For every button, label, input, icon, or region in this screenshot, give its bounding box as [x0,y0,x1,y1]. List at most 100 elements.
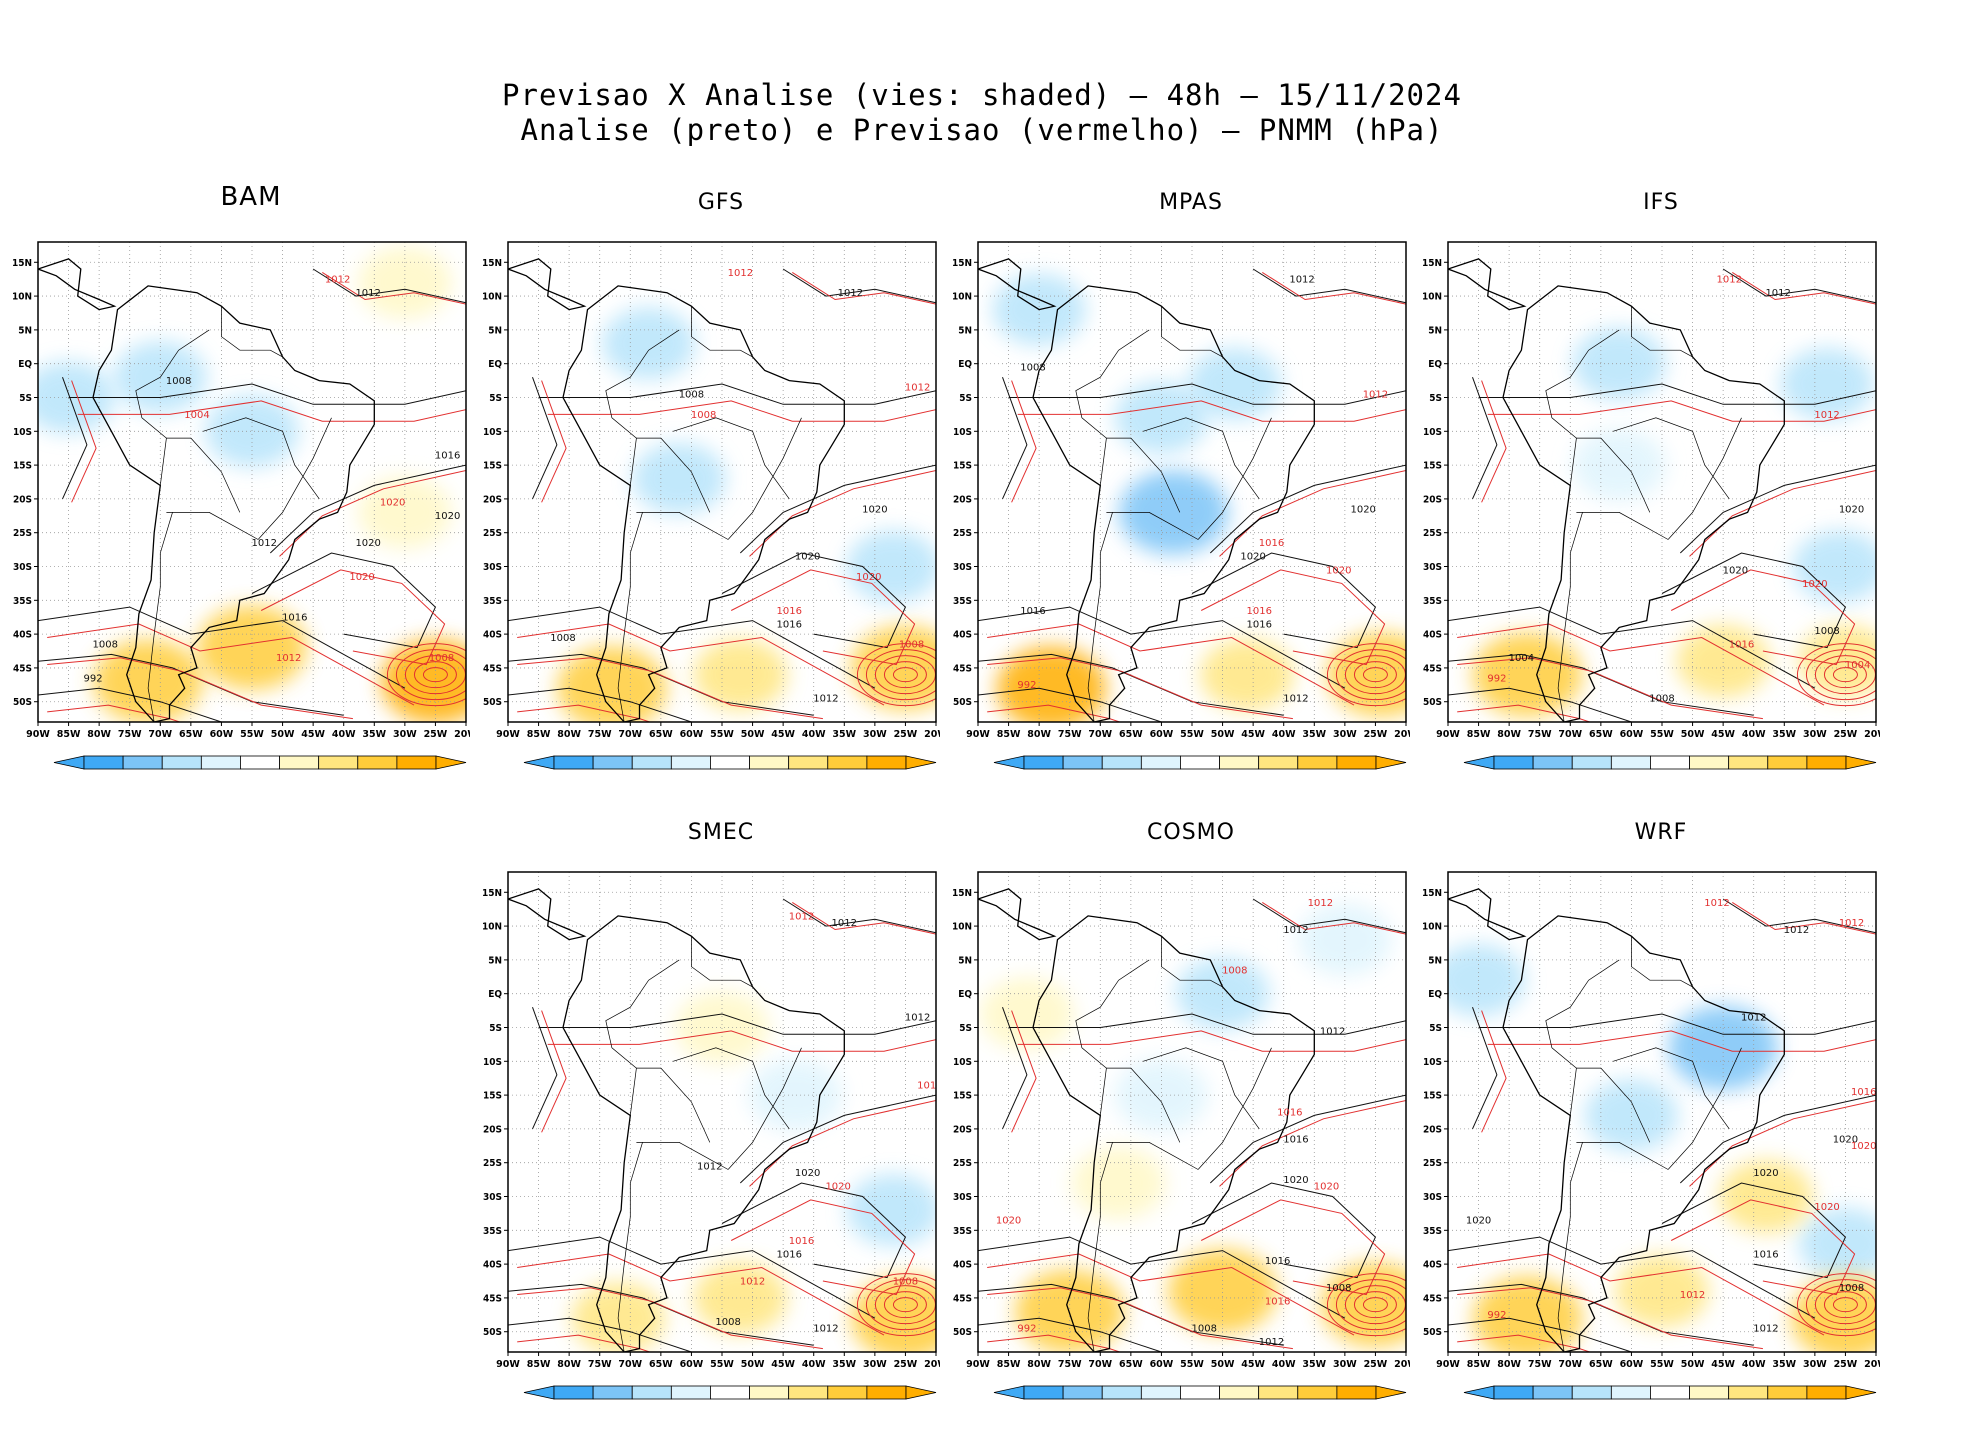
central-america-outline [508,888,587,941]
forecast-isobar [322,271,466,305]
bias-shade [1780,347,1874,420]
contour-label-analysis: 1012 [1283,694,1308,705]
y-tick-label: EQ [488,989,502,1000]
country-border [636,437,711,513]
country-border [1106,1142,1199,1170]
y-tick-label: 20S [1423,494,1442,505]
map-chart: 1012 1012 1016 1020 1016 1008 1008 1012 1012 1008… [952,871,1410,1400]
analysis-isobar [1679,464,1876,554]
y-tick-label: 5S [1429,1023,1442,1034]
x-tick-label: 45W [771,729,795,740]
forecast-isobar [1335,649,1406,701]
x-tick-label: 35W [362,729,386,740]
analysis-isobar [1722,898,1876,934]
analysis-isobar [1478,1013,1876,1035]
analysis-isobar [1472,377,1498,500]
plot-area: 1012 1008 1020 1020 1016 1012 1016 1012 1016 1020… [978,242,1406,722]
y-tick-label: 15S [953,461,972,472]
analysis-isobar [532,377,558,500]
forecast-isobar [1670,1199,1856,1296]
contour-label-analysis: 1020 [435,511,460,522]
analysis-isobar [508,653,814,716]
contour-label-analysis: 1008 [1020,362,1045,373]
analysis-isobar [532,1007,558,1130]
x-tick-label: 20W [924,1359,940,1370]
x-tick-label: 20W [1394,1359,1410,1370]
y-tick-label: 40S [1423,1260,1442,1271]
colorbar-segment [631,1385,672,1400]
y-tick-label: 15N [482,258,502,269]
colorbar-segment [1023,755,1064,770]
panel-gfs: GFS 1012 1008 1020 1020 1016 1012 1008 1012 1012… [470,190,940,770]
bias-shade [1472,632,1583,717]
contour-label-analysis: 1008 [1814,626,1839,637]
country-border [617,512,643,722]
contour-label-forecast: 1020 [380,498,405,509]
contour-label-forecast: 1020 [856,572,881,583]
y-tick-label: 50S [1423,1327,1442,1338]
contour-label-analysis: 1008 [1326,1283,1351,1294]
contour-label-analysis: 1020 [1240,552,1265,563]
contour-label-forecast: 1012 [789,911,814,922]
y-tick-label: 35S [1423,596,1442,607]
colorbar-segment [1689,1385,1730,1400]
forecast-isobar [1457,657,1763,720]
bias-shade [1676,625,1770,698]
x-tick-label: 90W [966,729,990,740]
colorbar-segment [396,755,437,770]
country-border [166,437,241,513]
x-tick-label: 60W [1620,729,1644,740]
central-america-outline [1448,258,1527,311]
colorbar-extend-low [53,755,85,770]
analysis-isobar [721,552,907,649]
contour-label-analysis: 992 [83,673,102,684]
x-tick-label: 50W [741,729,765,740]
x-tick-label: 55W [710,1359,734,1370]
x-tick-label: 40W [1742,1359,1766,1370]
colorbar-segment [1610,755,1651,770]
y-tick-label: 30S [953,562,972,573]
colorbar-segment [83,755,124,770]
contour-label-analysis: 1012 [1283,925,1308,936]
y-tick-label: 45S [483,663,502,674]
country-border [221,306,283,358]
forecast-isobar [730,569,916,666]
bias-shade [358,476,452,549]
forecast-isobar [1805,649,1876,701]
y-tick-label: 25S [1423,1158,1442,1169]
y-tick-label: EQ [958,989,972,1000]
analysis-isobar [538,383,936,405]
forecast-isobar [422,667,448,683]
bias-shade [1790,1276,1876,1352]
y-tick-label: 5S [1429,393,1442,404]
x-tick-label: 25W [424,729,448,740]
y-tick-label: 15N [482,888,502,899]
bias-shade [675,991,769,1064]
colorbar-segment [1101,755,1142,770]
contour-label-analysis: 1012 [905,1013,930,1024]
colorbar-segment [1336,1385,1377,1400]
forecast-isobar [413,661,457,689]
x-tick-label: 45W [1241,729,1265,740]
x-tick-label: 90W [966,1359,990,1370]
analysis-isobar [1448,653,1754,716]
forecast-isobar [1487,400,1876,422]
x-tick-label: 30W [1803,729,1827,740]
x-tick-label: 70W [1088,1359,1112,1370]
analysis-isobar [508,606,876,689]
contour-label-forecast: 992 [1487,673,1506,684]
x-tick-label: 55W [1650,729,1674,740]
continent-outline [1502,915,1785,1352]
contour-label-forecast: 1020 [1326,565,1351,576]
panel-title: IFS [1643,190,1679,215]
x-tick-label: 25W [1834,1359,1858,1370]
x-tick-label: 45W [1711,729,1735,740]
forecast-isobar [1481,380,1507,503]
contour-label-analysis: 1008 [93,640,118,651]
country-border [1161,306,1223,358]
analysis-isobar [508,1317,692,1352]
analysis-isobar [1209,1094,1406,1184]
colorbar-extend-low [993,755,1025,770]
analysis-isobar [1002,1007,1028,1130]
x-tick-label: 75W [118,729,142,740]
